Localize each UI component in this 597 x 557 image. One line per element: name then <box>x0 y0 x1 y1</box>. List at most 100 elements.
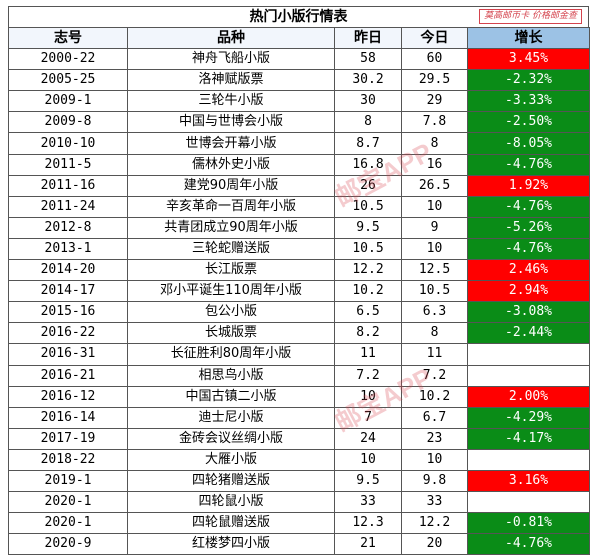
cell-code[interactable]: 2000-22 <box>8 48 128 71</box>
cell-growth[interactable]: 3.16% <box>467 469 590 493</box>
cell-name[interactable]: 四轮猪赠送版 <box>127 469 335 493</box>
cell-today[interactable]: 9 <box>401 216 468 239</box>
cell-name[interactable]: 包公小版 <box>127 301 335 324</box>
cell-yesterday[interactable]: 6.5 <box>334 301 402 324</box>
cell-yesterday[interactable]: 58 <box>334 48 402 71</box>
cell-today[interactable]: 12.2 <box>401 512 468 535</box>
cell-name[interactable]: 辛亥革命一百周年小版 <box>127 195 335 218</box>
cell-today[interactable]: 8 <box>401 322 468 345</box>
cell-today[interactable]: 6.7 <box>401 406 468 429</box>
cell-growth[interactable]: -8.05% <box>467 132 590 155</box>
cell-code[interactable]: 2014-20 <box>8 259 128 282</box>
cell-today[interactable]: 29 <box>401 90 468 113</box>
cell-yesterday[interactable]: 7 <box>334 406 402 429</box>
cell-yesterday[interactable]: 26 <box>334 174 402 197</box>
cell-name[interactable]: 四轮鼠小版 <box>127 491 335 514</box>
cell-code[interactable]: 2014-17 <box>8 280 128 303</box>
cell-code[interactable]: 2017-19 <box>8 427 128 450</box>
cell-code[interactable]: 2016-22 <box>8 322 128 345</box>
cell-yesterday[interactable]: 8.7 <box>334 132 402 155</box>
cell-yesterday[interactable]: 10.2 <box>334 280 402 303</box>
cell-yesterday[interactable]: 10.5 <box>334 237 402 261</box>
cell-growth[interactable]: -4.76% <box>467 237 590 261</box>
cell-yesterday[interactable]: 12.2 <box>334 259 402 282</box>
cell-yesterday[interactable]: 33 <box>334 491 402 514</box>
cell-name[interactable]: 共青团成立90周年小版 <box>127 216 335 239</box>
cell-code[interactable]: 2011-5 <box>8 153 128 176</box>
cell-today[interactable]: 10 <box>401 237 468 261</box>
cell-code[interactable]: 2013-1 <box>8 237 128 261</box>
cell-today[interactable]: 20 <box>401 533 468 556</box>
cell-name[interactable]: 金砖会议丝绸小版 <box>127 427 335 450</box>
cell-code[interactable]: 2016-14 <box>8 406 128 429</box>
cell-growth[interactable]: -4.29% <box>467 406 590 429</box>
cell-yesterday[interactable]: 8.2 <box>334 322 402 345</box>
cell-name[interactable]: 邓小平诞生110周年小版 <box>127 280 335 303</box>
cell-name[interactable]: 相思鸟小版 <box>127 364 335 387</box>
cell-growth[interactable] <box>467 448 590 471</box>
cell-growth[interactable]: -0.81% <box>467 512 590 535</box>
cell-yesterday[interactable]: 9.5 <box>334 216 402 239</box>
cell-name[interactable]: 中国古镇二小版 <box>127 385 335 408</box>
header-name[interactable]: 品种 <box>127 26 335 50</box>
cell-name[interactable]: 四轮鼠赠送版 <box>127 512 335 535</box>
cell-growth[interactable]: -2.44% <box>467 322 590 345</box>
cell-today[interactable]: 23 <box>401 427 468 450</box>
cell-today[interactable]: 11 <box>401 343 468 366</box>
cell-code[interactable]: 2020-1 <box>8 491 128 514</box>
header-code[interactable]: 志号 <box>8 26 128 50</box>
cell-name[interactable]: 长江版票 <box>127 259 335 282</box>
cell-today[interactable]: 29.5 <box>401 69 468 92</box>
cell-growth[interactable]: -2.50% <box>467 111 590 134</box>
cell-today[interactable]: 60 <box>401 48 468 71</box>
cell-name[interactable]: 长征胜利80周年小版 <box>127 343 335 366</box>
cell-yesterday[interactable]: 12.3 <box>334 512 402 535</box>
cell-code[interactable]: 2016-21 <box>8 364 128 387</box>
cell-growth[interactable]: -3.33% <box>467 90 590 113</box>
cell-code[interactable]: 2009-8 <box>8 111 128 134</box>
cell-growth[interactable]: -2.32% <box>467 69 590 92</box>
cell-yesterday[interactable]: 8 <box>334 111 402 134</box>
cell-yesterday[interactable]: 9.5 <box>334 469 402 493</box>
cell-growth[interactable]: -5.26% <box>467 216 590 239</box>
cell-code[interactable]: 2019-1 <box>8 469 128 493</box>
cell-today[interactable]: 6.3 <box>401 301 468 324</box>
cell-code[interactable]: 2016-31 <box>8 343 128 366</box>
cell-yesterday[interactable]: 24 <box>334 427 402 450</box>
cell-name[interactable]: 迪士尼小版 <box>127 406 335 429</box>
cell-yesterday[interactable]: 7.2 <box>334 364 402 387</box>
cell-growth[interactable]: -3.08% <box>467 301 590 324</box>
cell-yesterday[interactable]: 21 <box>334 533 402 556</box>
cell-today[interactable]: 33 <box>401 491 468 514</box>
cell-growth[interactable] <box>467 364 590 387</box>
cell-growth[interactable]: -4.17% <box>467 427 590 450</box>
header-yesterday[interactable]: 昨日 <box>334 26 402 50</box>
cell-name[interactable]: 神舟飞船小版 <box>127 48 335 71</box>
cell-code[interactable]: 2011-24 <box>8 195 128 218</box>
cell-yesterday[interactable]: 10.5 <box>334 195 402 218</box>
cell-name[interactable]: 三轮蛇赠送版 <box>127 237 335 261</box>
cell-name[interactable]: 世博会开幕小版 <box>127 132 335 155</box>
cell-code[interactable]: 2011-16 <box>8 174 128 197</box>
cell-growth[interactable]: -4.76% <box>467 195 590 218</box>
cell-today[interactable]: 10.5 <box>401 280 468 303</box>
cell-name[interactable]: 建党90周年小版 <box>127 174 335 197</box>
cell-yesterday[interactable]: 30.2 <box>334 69 402 92</box>
header-today[interactable]: 今日 <box>401 26 468 50</box>
cell-yesterday[interactable]: 30 <box>334 90 402 113</box>
cell-growth[interactable] <box>467 343 590 366</box>
cell-today[interactable]: 10 <box>401 448 468 471</box>
cell-growth[interactable]: 2.46% <box>467 259 590 282</box>
cell-name[interactable]: 中国与世博会小版 <box>127 111 335 134</box>
cell-name[interactable]: 三轮牛小版 <box>127 90 335 113</box>
cell-code[interactable]: 2009-1 <box>8 90 128 113</box>
cell-name[interactable]: 大雁小版 <box>127 448 335 471</box>
cell-code[interactable]: 2012-8 <box>8 216 128 239</box>
cell-yesterday[interactable]: 16.8 <box>334 153 402 176</box>
cell-name[interactable]: 洛神赋版票 <box>127 69 335 92</box>
cell-yesterday[interactable]: 10 <box>334 385 402 408</box>
header-growth[interactable]: 增长 <box>467 26 590 50</box>
cell-code[interactable]: 2020-1 <box>8 512 128 535</box>
cell-code[interactable]: 2015-16 <box>8 301 128 324</box>
cell-today[interactable]: 12.5 <box>401 259 468 282</box>
